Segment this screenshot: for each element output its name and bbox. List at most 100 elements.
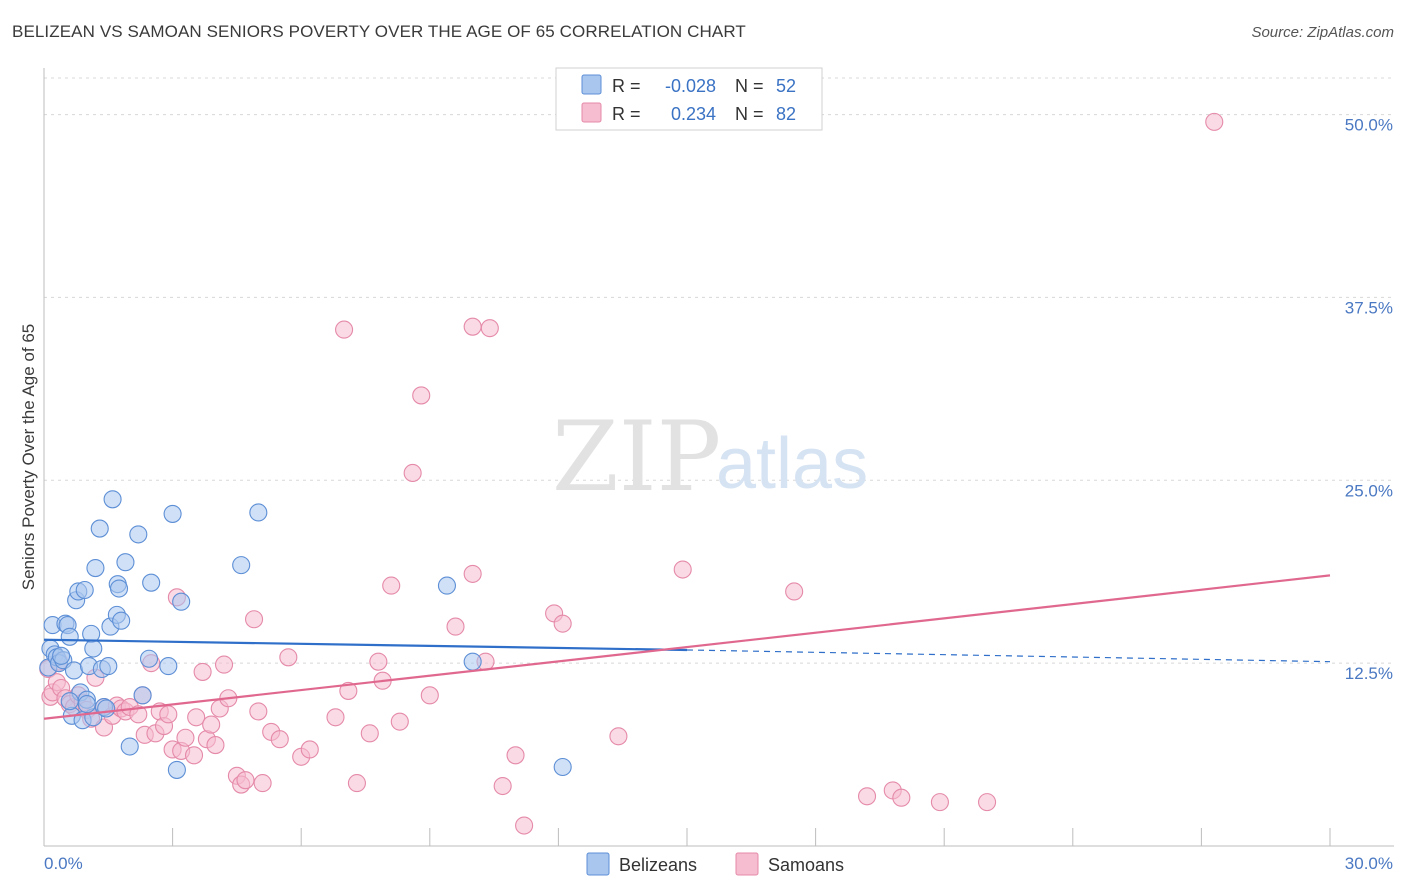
y-axis-label: Seniors Poverty Over the Age of 65	[19, 324, 38, 590]
samoan-point	[857, 787, 877, 806]
samoan-point	[193, 662, 212, 681]
samoan-point	[412, 386, 431, 405]
correlation-legend: R = -0.028 N = 52 R = 0.234 N = 82	[555, 67, 823, 131]
belizean-point	[99, 657, 118, 676]
samoan-point	[339, 681, 358, 700]
samoan-point	[978, 793, 997, 812]
x-tick-label-min: 0.0%	[44, 854, 83, 873]
watermark-atlas: atlas	[716, 424, 868, 504]
samoan-point	[184, 746, 204, 765]
belizean-point	[84, 639, 103, 658]
axes	[43, 68, 1394, 847]
source-label: Source: ZipAtlas.com	[1251, 24, 1394, 41]
y-tick-label: 37.5%	[1345, 298, 1393, 317]
samoan-point	[347, 774, 366, 793]
belizean-points	[39, 490, 572, 779]
samoan-point	[515, 816, 534, 835]
belizean-point	[553, 757, 572, 777]
bottom-legend-samoan: Samoans	[768, 855, 844, 875]
samoan-point	[244, 610, 264, 629]
series-legend: Belizeans Samoans	[586, 852, 844, 876]
belizean-point	[463, 652, 482, 671]
belizean-point	[116, 553, 135, 572]
samoan-point	[176, 728, 195, 747]
samoan-point	[506, 746, 525, 765]
samoan-point	[249, 702, 268, 721]
belizean-point	[120, 737, 139, 756]
samoan-point	[892, 788, 911, 807]
legend-r-label-1: R =	[612, 76, 641, 96]
x-tick-label-max: 30.0%	[1345, 854, 1393, 873]
belizean-point	[97, 699, 116, 718]
legend-r-value-2: 0.234	[671, 104, 716, 124]
samoan-point	[785, 582, 804, 601]
samoan-point	[463, 564, 482, 583]
samoan-points	[39, 112, 1224, 835]
belizean-point	[163, 504, 182, 523]
samoan-point	[480, 319, 499, 338]
samoan-point	[214, 655, 234, 674]
samoan-point	[493, 776, 512, 796]
grid	[44, 77, 1394, 664]
belizean-point	[139, 649, 159, 668]
samoan-point	[202, 715, 221, 734]
legend-n-value-2: 82	[776, 104, 796, 124]
belizean-point	[77, 695, 96, 714]
legend-n-value-1: 52	[776, 76, 796, 96]
samoan-point	[446, 617, 465, 636]
belizean-point	[109, 579, 129, 598]
samoan-point	[382, 576, 401, 595]
belizean-point	[86, 559, 105, 578]
belizean-trendline-extension	[686, 649, 1331, 663]
belizean-point	[129, 525, 148, 544]
belizean-point	[64, 661, 84, 680]
samoan-trendline	[43, 574, 1331, 720]
legend-r-label-2: R =	[612, 104, 641, 124]
legend-n-label-1: N =	[735, 76, 764, 96]
belizean-trendline	[43, 638, 688, 652]
samoan-point	[930, 793, 949, 812]
belizean-point	[159, 657, 178, 676]
y-tick-label: 12.5%	[1345, 664, 1393, 683]
belizean-point	[172, 592, 191, 611]
samoan-point	[129, 705, 148, 724]
belizean-point	[167, 760, 186, 779]
samoan-point	[236, 771, 255, 790]
samoan-point	[253, 774, 272, 793]
belizean-point	[249, 503, 268, 522]
samoan-point	[159, 705, 178, 724]
y-tick-label: 25.0%	[1345, 481, 1393, 500]
samoan-point	[553, 614, 572, 633]
y-tick-label: 50.0%	[1345, 116, 1393, 135]
belizean-point	[437, 576, 456, 595]
belizean-point	[112, 611, 131, 630]
bottom-swatch-belizean	[586, 852, 610, 876]
samoan-point	[360, 724, 379, 743]
chart-title: BELIZEAN VS SAMOAN SENIORS POVERTY OVER …	[12, 22, 746, 41]
belizean-point	[75, 580, 94, 600]
samoan-point	[369, 652, 388, 671]
samoan-point	[463, 317, 482, 336]
belizean-point	[60, 692, 79, 711]
belizean-point	[232, 556, 251, 575]
belizean-point	[90, 519, 109, 538]
legend-r-value-1: -0.028	[665, 76, 716, 96]
belizean-point	[142, 573, 161, 592]
samoan-point	[335, 320, 354, 339]
belizean-point	[60, 627, 79, 646]
y-tick-labels: 12.5% 25.0% 37.5% 50.0%	[1345, 116, 1393, 684]
samoan-point	[1205, 112, 1224, 131]
samoan-point	[390, 712, 409, 731]
samoan-point	[326, 708, 345, 727]
bottom-swatch-samoan	[735, 852, 759, 876]
belizean-point	[52, 646, 71, 665]
samoan-point	[279, 648, 298, 667]
samoan-point	[673, 560, 692, 579]
legend-swatch-belizean	[581, 74, 602, 95]
legend-n-label-2: N =	[735, 104, 764, 124]
samoan-point	[270, 730, 289, 749]
watermark-zip: ZIP	[552, 401, 721, 513]
belizean-point	[133, 686, 152, 705]
trendlines	[43, 574, 1331, 720]
